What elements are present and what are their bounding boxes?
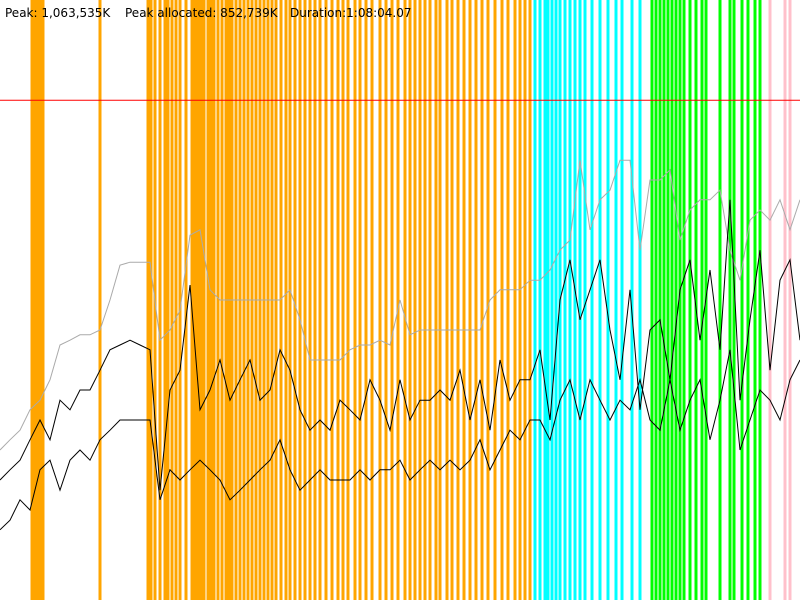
peak-label: Peak: 1,063,535K xyxy=(5,6,111,20)
peak-allocated-label: Peak allocated: 852,739K xyxy=(125,6,279,20)
series-line xyxy=(0,199,800,491)
series-line xyxy=(0,159,800,451)
header-layer: Peak: 1,063,535K Peak allocated: 852,739… xyxy=(5,6,412,20)
series-line xyxy=(0,349,800,531)
line-layer xyxy=(0,99,800,531)
duration-label: Duration:1:08:04.07 xyxy=(290,6,412,20)
